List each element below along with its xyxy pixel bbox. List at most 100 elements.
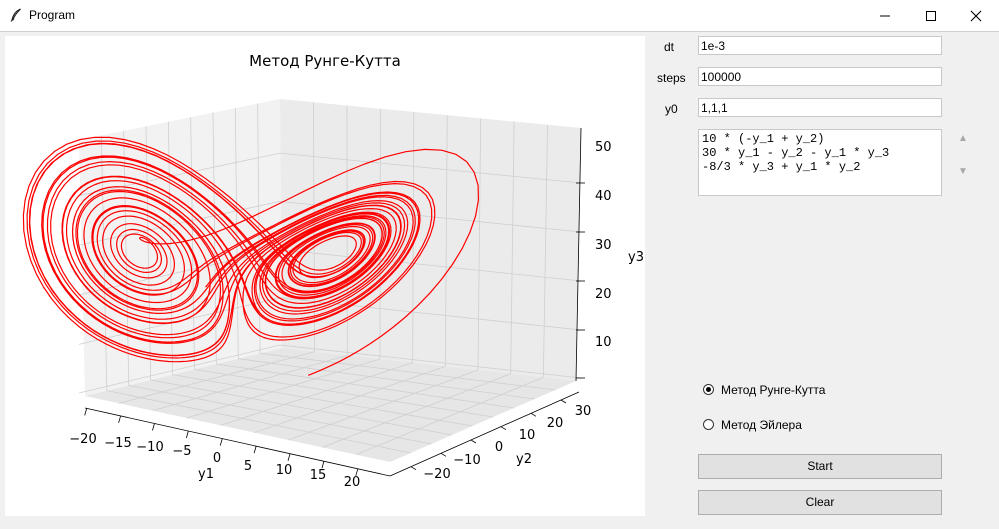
lorenz-3d-plot: Метод Рунге-Кутта −20 −15 −10 −5 0 5 10 … — [22, 52, 644, 490]
grid-line — [150, 379, 453, 436]
grid-line — [238, 358, 535, 400]
radio-unselected-icon[interactable] — [703, 419, 714, 430]
grid-line — [444, 115, 448, 367]
y1-tick-mark — [219, 438, 223, 446]
maximize-button[interactable] — [908, 0, 954, 31]
grid-line — [412, 111, 415, 363]
grid-line — [510, 121, 515, 374]
grid-line — [118, 351, 315, 404]
plot-title: Метод Рунге-Кутта — [249, 52, 401, 70]
grid-line — [260, 352, 556, 391]
y3-axis-label: y3 — [628, 250, 644, 265]
radio-selected-icon[interactable] — [703, 384, 714, 395]
y1-tick-mark — [84, 408, 88, 416]
y1-tick-label: −10 — [136, 440, 163, 455]
y1-tick-label: −15 — [104, 436, 131, 451]
grid-line — [234, 108, 239, 359]
y2-tick-label: 10 — [519, 428, 536, 443]
grid-line — [186, 358, 381, 419]
grid-line — [477, 118, 482, 371]
y2-tick-label: −10 — [453, 453, 480, 468]
y2-tick-label: −20 — [423, 467, 450, 482]
floor-pane — [85, 348, 576, 462]
grid-line — [254, 365, 446, 434]
grid-line — [190, 117, 195, 370]
grid-line — [78, 249, 582, 296]
y3-tick-label: 20 — [595, 287, 612, 302]
radio-runge-kutta[interactable]: Метод Рунге-Кутта — [703, 382, 923, 398]
feather-icon — [10, 8, 21, 22]
y2-tick-label: 20 — [547, 416, 564, 431]
y1-tick-label: 20 — [344, 475, 361, 490]
grid-line — [220, 362, 413, 426]
y2-tick-mark — [560, 399, 567, 404]
grid-line — [78, 200, 582, 246]
equations-textarea[interactable]: 10 * (-y_1 + y_2) 30 * y_1 - y_2 - y_1 *… — [698, 129, 942, 196]
y2-tick-mark — [500, 426, 507, 431]
y3-axis-line — [575, 127, 582, 382]
grid-line — [542, 124, 548, 378]
grid-line — [78, 152, 582, 197]
dt-input[interactable] — [698, 36, 942, 55]
y2-tick-mark — [530, 412, 537, 417]
radio-euler-label: Метод Эйлера — [721, 418, 802, 432]
grid-line — [78, 344, 582, 394]
y3-tick-label: 30 — [595, 238, 612, 253]
scroll-down-icon[interactable]: ▼ — [958, 166, 968, 177]
y1-axis-label: y1 — [198, 467, 214, 482]
y1-axis-line — [84, 407, 391, 477]
back-wall-right — [280, 99, 581, 381]
grid-line — [167, 121, 173, 375]
y1-tick-label: 5 — [244, 459, 252, 474]
y1-tick-label: −5 — [172, 444, 191, 459]
attractor-trajectory — [22, 136, 479, 376]
y1-tick-mark — [185, 430, 189, 439]
maximize-icon — [926, 11, 936, 21]
tick-marks — [84, 182, 585, 476]
grid-line — [106, 390, 411, 454]
plot-canvas[interactable]: Метод Рунге-Кутта −20 −15 −10 −5 0 5 10 … — [5, 36, 645, 516]
y2-tick-mark — [440, 452, 447, 457]
start-button[interactable]: Start — [698, 454, 942, 479]
steps-input[interactable] — [698, 67, 942, 86]
y1-tick-label: 15 — [310, 468, 327, 483]
grid-line — [355, 376, 544, 456]
y1-tick-label: −20 — [69, 432, 96, 447]
y3-tick-label: 40 — [595, 189, 612, 204]
radio-euler[interactable]: Метод Эйлера — [703, 417, 923, 433]
scroll-up-icon[interactable]: ▲ — [958, 133, 968, 144]
grid-line — [194, 368, 494, 418]
y2-axis-line — [389, 391, 580, 477]
close-button[interactable] — [953, 0, 999, 31]
grid-line — [322, 373, 511, 448]
y2-tick-mark — [470, 439, 477, 444]
y0-input[interactable] — [698, 98, 942, 117]
minimize-icon — [880, 15, 890, 17]
y1-tick-mark — [287, 453, 291, 461]
dt-label: dt — [664, 40, 675, 54]
radio-runge-kutta-label: Метод Рунге-Кутта — [721, 383, 826, 397]
y1-tick-mark — [253, 446, 257, 454]
y1-tick-mark — [118, 415, 121, 424]
y1-tick-label: 0 — [213, 451, 221, 466]
y1-tick-label: 10 — [276, 463, 293, 478]
y0-label: y0 — [665, 102, 678, 116]
steps-label: steps — [657, 71, 686, 85]
grid-line — [172, 374, 473, 427]
window-title: Program — [29, 8, 76, 22]
minimize-button[interactable] — [862, 0, 908, 31]
grid-line — [288, 369, 479, 441]
title-bar: Program — [0, 0, 999, 32]
y2-tick-label: 30 — [575, 404, 592, 419]
y2-tick-mark — [410, 466, 417, 471]
grid-line — [152, 354, 348, 412]
clear-button[interactable]: Clear — [698, 490, 942, 515]
grid-line — [128, 384, 432, 445]
y1-tick-mark — [152, 423, 155, 431]
grid-line — [216, 363, 515, 409]
y3-tick-label: 50 — [595, 140, 612, 155]
y3-tick-label: 10 — [595, 335, 612, 350]
y1-tick-mark — [355, 468, 359, 476]
close-icon — [970, 10, 982, 22]
y1-tick-mark — [321, 461, 325, 469]
